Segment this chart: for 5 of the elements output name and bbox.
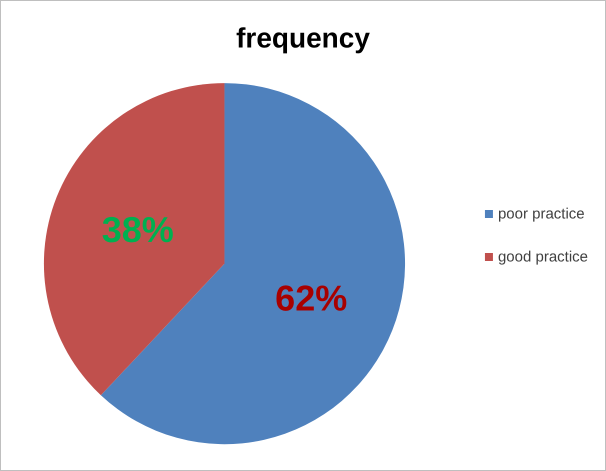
data-label: 38% (102, 208, 174, 250)
legend-label: poor practice (498, 206, 585, 222)
legend-label: good practice (498, 248, 588, 266)
data-label: 62% (275, 277, 348, 318)
chart-title: frequency (236, 22, 370, 54)
